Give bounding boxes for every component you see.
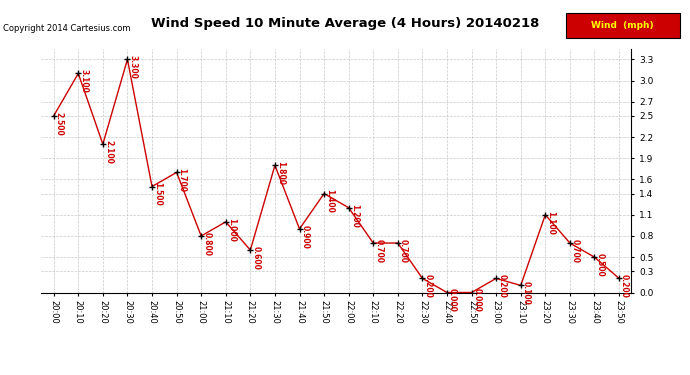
Text: 0.200: 0.200 bbox=[424, 274, 433, 298]
Text: 0.000: 0.000 bbox=[473, 288, 482, 312]
Text: 0.700: 0.700 bbox=[571, 239, 580, 263]
Text: 0.600: 0.600 bbox=[251, 246, 260, 270]
Text: 1.700: 1.700 bbox=[177, 168, 187, 192]
Text: Wind  (mph): Wind (mph) bbox=[591, 21, 654, 30]
Text: 0.000: 0.000 bbox=[448, 288, 457, 312]
Text: 0.200: 0.200 bbox=[497, 274, 506, 298]
Text: 0.200: 0.200 bbox=[620, 274, 629, 298]
Text: 0.800: 0.800 bbox=[202, 232, 211, 256]
Text: Copyright 2014 Cartesius.com: Copyright 2014 Cartesius.com bbox=[3, 24, 131, 33]
Text: 1.400: 1.400 bbox=[325, 189, 334, 213]
Text: 0.700: 0.700 bbox=[399, 239, 408, 263]
Text: 0.100: 0.100 bbox=[522, 281, 531, 305]
Text: 1.200: 1.200 bbox=[350, 204, 359, 227]
Text: 0.700: 0.700 bbox=[374, 239, 384, 263]
Text: 1.500: 1.500 bbox=[153, 182, 162, 206]
Text: 2.100: 2.100 bbox=[104, 140, 113, 164]
Text: 1.000: 1.000 bbox=[227, 217, 236, 242]
Text: 1.100: 1.100 bbox=[546, 211, 555, 234]
Text: 3.300: 3.300 bbox=[128, 55, 137, 79]
Text: 1.800: 1.800 bbox=[276, 161, 285, 185]
Text: 0.900: 0.900 bbox=[301, 225, 310, 249]
Text: 2.500: 2.500 bbox=[55, 112, 63, 135]
Text: Wind Speed 10 Minute Average (4 Hours) 20140218: Wind Speed 10 Minute Average (4 Hours) 2… bbox=[151, 17, 539, 30]
Text: 0.500: 0.500 bbox=[595, 253, 604, 277]
Text: 3.100: 3.100 bbox=[79, 69, 88, 93]
